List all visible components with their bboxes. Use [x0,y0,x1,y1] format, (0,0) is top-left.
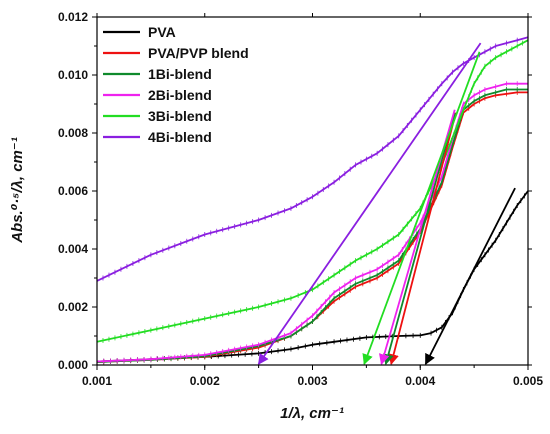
series-line-4bi-blend [96,36,529,282]
y-tick-label: 0.004 [58,242,88,256]
y-tick-label: 0.010 [58,68,88,82]
extrapolation-arrow-1bi-blend [383,112,456,366]
series-line-pva [96,190,529,363]
y-axis-label: Abs.⁰·⁵/λ, cm⁻¹ [9,137,26,244]
axes: 0.001 0.002 0.003 0.004 0.005 0.000 0.002 0.004… [58,10,543,388]
x-tick-label: 0.001 [82,374,112,388]
y-tick-label: 0.000 [58,358,88,372]
x-tick-label: 0.003 [297,374,327,388]
y-tick-label: 0.006 [58,184,88,198]
extrapolation-arrow-pva [424,187,516,365]
extrapolation-arrow-4bi-blend [257,42,482,365]
extrapolation-arrow-pva-pvp-blend [388,112,457,366]
legend-label-1bi-blend: 1Bi-blend [148,66,212,82]
legend-label-4bi-blend: 4Bi-blend [148,129,212,145]
legend-label-pva-pvp-blend: PVA/PVP blend [148,45,249,61]
y-tick-label: 0.012 [58,10,88,24]
x-axis-label: 1/λ, cm⁻¹ [280,405,344,422]
legend-label-2bi-blend: 2Bi-blend [148,87,212,103]
y-tick-label: 0.002 [58,300,88,314]
y-tick-label: 0.008 [58,126,88,140]
legend-label-pva: PVA [148,24,176,40]
extrapolation-arrow-3bi-blend [362,51,481,366]
series-line-3bi-blend [96,39,529,343]
x-tick-label: 0.005 [513,374,543,388]
legend: PVA PVA/PVP blend 1Bi-blend 2Bi-blend 3Bi-bl… [103,24,249,145]
x-tick-label: 0.002 [190,374,220,388]
x-tick-label: 0.004 [405,374,435,388]
legend-label-3bi-blend: 3Bi-blend [148,108,212,124]
plot-area [96,36,529,366]
